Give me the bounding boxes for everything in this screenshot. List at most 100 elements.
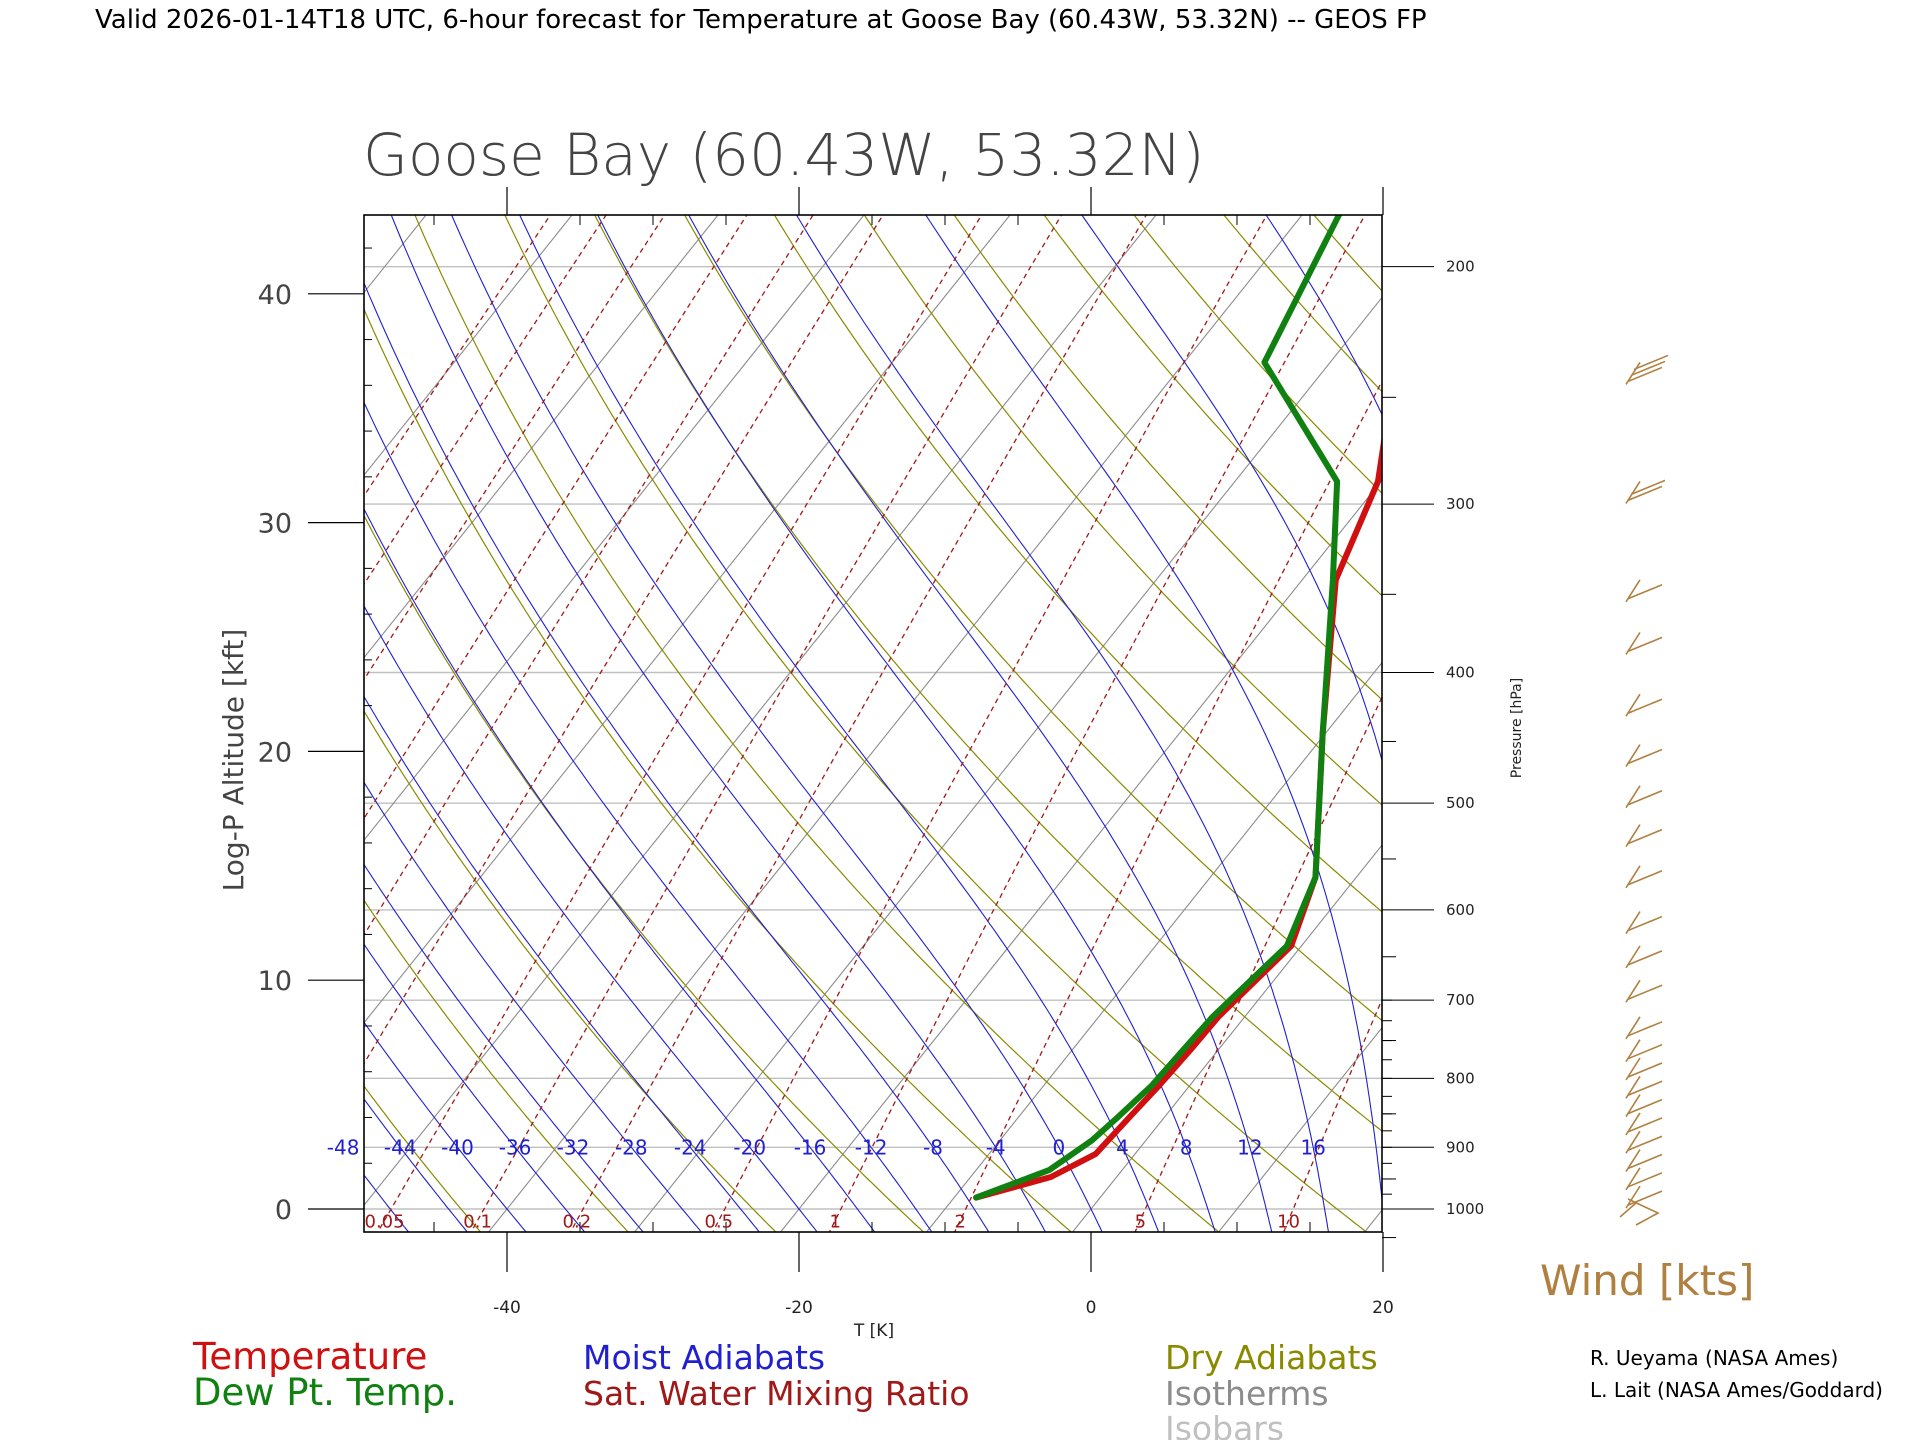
dry-adiabat	[1604, 58, 1920, 1291]
moist-adiabat	[1598, 58, 1664, 1291]
isotherm-line	[364, 215, 719, 659]
mixing-ratio-line	[1650, 58, 1920, 1291]
moist-adiabat	[597, 215, 1216, 1232]
mixing-ratio-line	[1421, 58, 1920, 1291]
wind-barb-feather	[1627, 1153, 1663, 1170]
moist-adiabat	[364, 695, 761, 1232]
pressure-axis-label: Pressure [hPa]	[1509, 678, 1525, 778]
credit-2: L. Lait (NASA Ames/Goddard)	[1590, 1378, 1883, 1402]
wind-barb-feather	[1627, 1043, 1663, 1060]
moist-adiabat	[688, 215, 1273, 1232]
wind-barb	[1625, 911, 1663, 934]
moist-adiabat	[364, 1021, 527, 1232]
dry-adiabat	[1520, 58, 1920, 1291]
wind-barb-feather	[1627, 1062, 1663, 1078]
dry-adiabat	[1437, 58, 1920, 1291]
pressure-tick-label: 300	[1446, 495, 1475, 513]
pressure-tick-label: 400	[1446, 664, 1475, 682]
moist-adiabat-label: 16	[1300, 1135, 1325, 1159]
isotherm-line	[0, 215, 134, 1232]
wind-barb	[1625, 785, 1663, 809]
wind-barb	[1625, 1149, 1663, 1172]
y-tick-label: 0	[275, 1195, 292, 1226]
moist-adiabat-label: -36	[499, 1135, 532, 1159]
wind-barbs	[1619, 354, 1669, 1226]
mixing-ratio-line	[953, 379, 1382, 1232]
moist-adiabat-label: -16	[794, 1135, 827, 1159]
dry-adiabat	[953, 215, 1382, 701]
contour-labels: -48 -44 -40 -36 -32 -28 -24 -20 -16 -12 -8 -4 0 4 8 12 1…	[327, 1135, 1326, 1232]
temperature-profile	[973, 434, 1382, 1201]
dry-adiabat	[364, 710, 777, 1232]
mixing-ratio-line	[364, 215, 748, 820]
wind-barb-feather	[1627, 828, 1663, 845]
moist-adiabat-label: -20	[733, 1135, 766, 1159]
isotherm-line	[488, 215, 1303, 1232]
wind-barb	[1625, 744, 1663, 767]
mixing-ratio-line	[1134, 695, 1382, 1232]
wind-barb-feather	[1627, 636, 1663, 653]
pressure-tick-label: 700	[1446, 991, 1475, 1009]
mixing-ratio-label: 10	[1277, 1211, 1300, 1232]
dry-adiabat	[0, 58, 229, 1291]
mixing-ratio-label: 0.2	[563, 1211, 592, 1232]
mixing-ratio-line	[569, 215, 1147, 1232]
isotherm-line	[364, 215, 427, 294]
moist-adiabat	[364, 1098, 469, 1232]
isotherm-line	[364, 215, 1157, 1207]
pressure-tick-label: 600	[1446, 901, 1475, 919]
wind-barb	[1625, 824, 1663, 848]
pressure-tick-label: 500	[1446, 794, 1475, 812]
legend-isobars: Isobars	[1165, 1409, 1284, 1440]
isotherm-line	[364, 215, 573, 476]
wind-barb	[1625, 945, 1663, 969]
isotherm-line	[780, 479, 1382, 1232]
dry-adiabat	[773, 215, 1382, 913]
moist-adiabat-label: -48	[327, 1135, 360, 1159]
moist-adiabat	[364, 943, 586, 1232]
wind-barb-feather	[1627, 1172, 1663, 1188]
y-tick-label: 10	[258, 966, 292, 997]
top-title: Valid 2026-01-14T18 UTC, 6-hour forecast…	[95, 5, 1427, 35]
wind-barb-feather	[1627, 698, 1663, 714]
wind-barb-feather	[1627, 1021, 1663, 1037]
dry-adiabat	[683, 215, 1382, 1022]
pressure-tick-label: 1000	[1446, 1200, 1484, 1218]
moist-adiabat-label: -44	[384, 1135, 417, 1159]
mixing-ratio-line	[364, 215, 814, 937]
dry-adiabat	[1687, 58, 1920, 1291]
mixing-ratio-line	[364, 215, 666, 681]
moist-adiabat	[364, 281, 990, 1232]
wind-barb	[1625, 1167, 1663, 1191]
moist-adiabat	[1665, 58, 1783, 1291]
y-tick-label: 30	[258, 509, 292, 540]
wind-barb	[1625, 693, 1663, 717]
moist-adiabat-label: -40	[441, 1135, 474, 1159]
dry-adiabat	[364, 1085, 482, 1232]
wind-barb-feather	[1627, 984, 1663, 1000]
wind-barb-feather	[1627, 1080, 1663, 1097]
wind-barb	[1625, 354, 1669, 385]
mixing-ratio-label: 2	[955, 1211, 966, 1232]
wind-barb-feather	[1627, 584, 1663, 600]
moist-adiabat-label: -4	[986, 1135, 1006, 1159]
isotherm-line	[1072, 844, 1382, 1232]
wind-barb-feather	[1627, 1190, 1663, 1206]
wind-barb	[1625, 479, 1666, 504]
credit-1: R. Ueyama (NASA Ames)	[1590, 1346, 1838, 1370]
isotherm-line	[1218, 1026, 1382, 1232]
wind-label: Wind [kts]	[1540, 1256, 1754, 1305]
moist-adiabat	[925, 215, 1382, 1205]
moist-adiabat	[519, 215, 1160, 1232]
dry-adiabat	[364, 899, 629, 1232]
x-tick-label: 20	[1372, 1298, 1394, 1318]
moist-adiabat-label: 8	[1180, 1135, 1193, 1159]
moist-adiabat	[795, 215, 1330, 1232]
wind-barb-feather	[1627, 1098, 1663, 1115]
dry-adiabat	[1271, 58, 1920, 1291]
dry-adiabat	[1354, 58, 1920, 1291]
wind-barb	[1625, 631, 1663, 655]
wind-barb	[1625, 979, 1663, 1003]
